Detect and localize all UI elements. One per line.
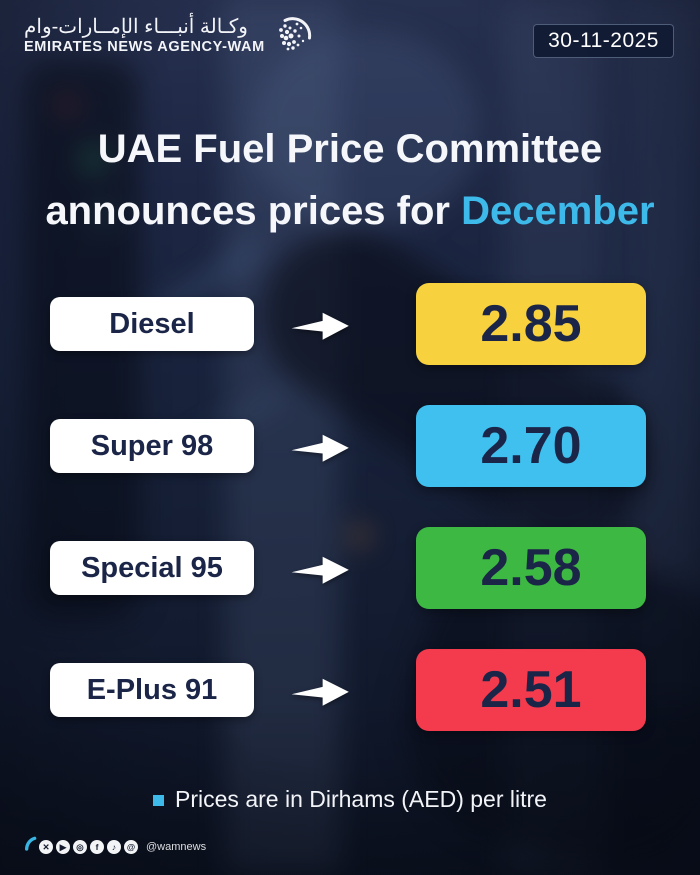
fuel-price-list: Diesel 2.85 Super 98 2.70 Special 95 2.5… <box>0 283 700 731</box>
page-title: UAE Fuel Price Committee announces price… <box>0 118 700 242</box>
logo-english-text: EMIRATES NEWS AGENCY-WAM <box>24 39 265 55</box>
social-strip: ✕ ▶ ◎ f ♪ @ @wamnews <box>24 836 207 854</box>
fuel-row-special95: Special 95 2.58 <box>0 527 700 609</box>
title-line2-prefix: announces prices for <box>45 189 462 233</box>
title-month-highlight: December <box>461 189 655 233</box>
youtube-icon: ▶ <box>56 840 70 854</box>
social-handle: @wamnews <box>146 841 207 853</box>
facebook-icon: f <box>90 840 104 854</box>
x-icon: ✕ <box>39 840 53 854</box>
wam-logo: وكـالة أنبـــاء الإمــارات-وام EMIRATES … <box>24 16 313 56</box>
fuel-label: Diesel <box>50 297 254 351</box>
fuel-row-eplus91: E-Plus 91 2.51 <box>0 649 700 731</box>
date-badge: 30-11-2025 <box>533 24 674 58</box>
tiktok-icon: ♪ <box>107 840 121 854</box>
fuel-label: Special 95 <box>50 541 254 595</box>
bullet-square-icon <box>153 795 165 806</box>
arrow-right-icon <box>291 678 349 706</box>
price-badge: 2.51 <box>416 649 646 731</box>
price-badge: 2.58 <box>416 527 646 609</box>
price-badge: 2.70 <box>416 405 646 487</box>
arrow-right-icon <box>291 434 349 462</box>
fuel-row-super98: Super 98 2.70 <box>0 405 700 487</box>
fuel-label: E-Plus 91 <box>50 663 254 717</box>
footnote-text: Prices are in Dirhams (AED) per litre <box>175 786 547 812</box>
instagram-icon: ◎ <box>73 840 87 854</box>
logo-arabic-text: وكـالة أنبـــاء الإمــارات-وام <box>24 16 248 38</box>
threads-icon: @ <box>124 840 138 854</box>
arrow-right-icon <box>291 556 349 584</box>
arrow-right-icon <box>291 312 349 340</box>
header: وكـالة أنبـــاء الإمــارات-وام EMIRATES … <box>24 16 674 58</box>
title-line1: UAE Fuel Price Committee <box>97 127 603 171</box>
price-badge: 2.85 <box>416 283 646 365</box>
swoosh-icon <box>25 836 37 851</box>
fuel-label: Super 98 <box>50 419 254 473</box>
fuel-row-diesel: Diesel 2.85 <box>0 283 700 365</box>
wam-globe-icon <box>278 17 311 51</box>
footnote: Prices are in Dirhams (AED) per litre <box>0 786 700 813</box>
